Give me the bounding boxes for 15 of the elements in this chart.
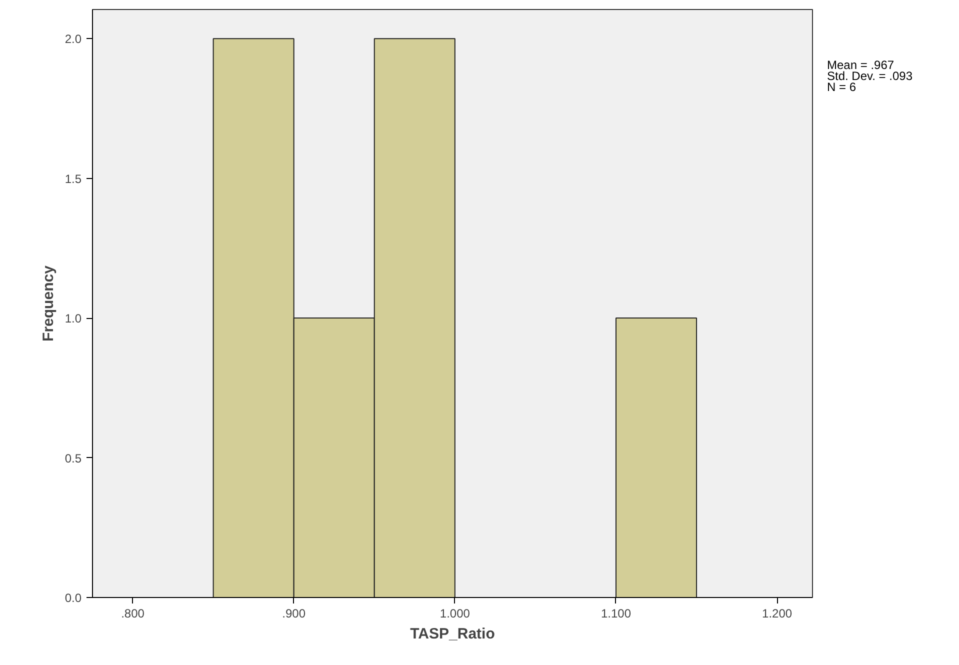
y-tick-label: 1.0 bbox=[64, 312, 82, 326]
x-axis-title: TASP_Ratio bbox=[410, 626, 495, 642]
y-tick-label: 1.5 bbox=[64, 172, 82, 186]
text: Mean = .967 bbox=[827, 58, 894, 72]
text: Std. Dev. = .093 bbox=[827, 69, 912, 83]
y-tick-label: 0.5 bbox=[64, 451, 82, 466]
text: N = 6 bbox=[827, 80, 856, 94]
x-tick-label: 1.000 bbox=[440, 606, 470, 620]
y-axis-title: Frequency bbox=[40, 264, 57, 342]
x-tick-label: 1.100 bbox=[600, 606, 632, 620]
x-tick-label: .900 bbox=[282, 606, 306, 620]
y-tick-label: 0.0 bbox=[64, 591, 82, 605]
y-tick-label: 2.0 bbox=[64, 32, 82, 46]
x-tick-label: .800 bbox=[121, 606, 145, 620]
x-tick-label: 1.200 bbox=[762, 606, 792, 620]
